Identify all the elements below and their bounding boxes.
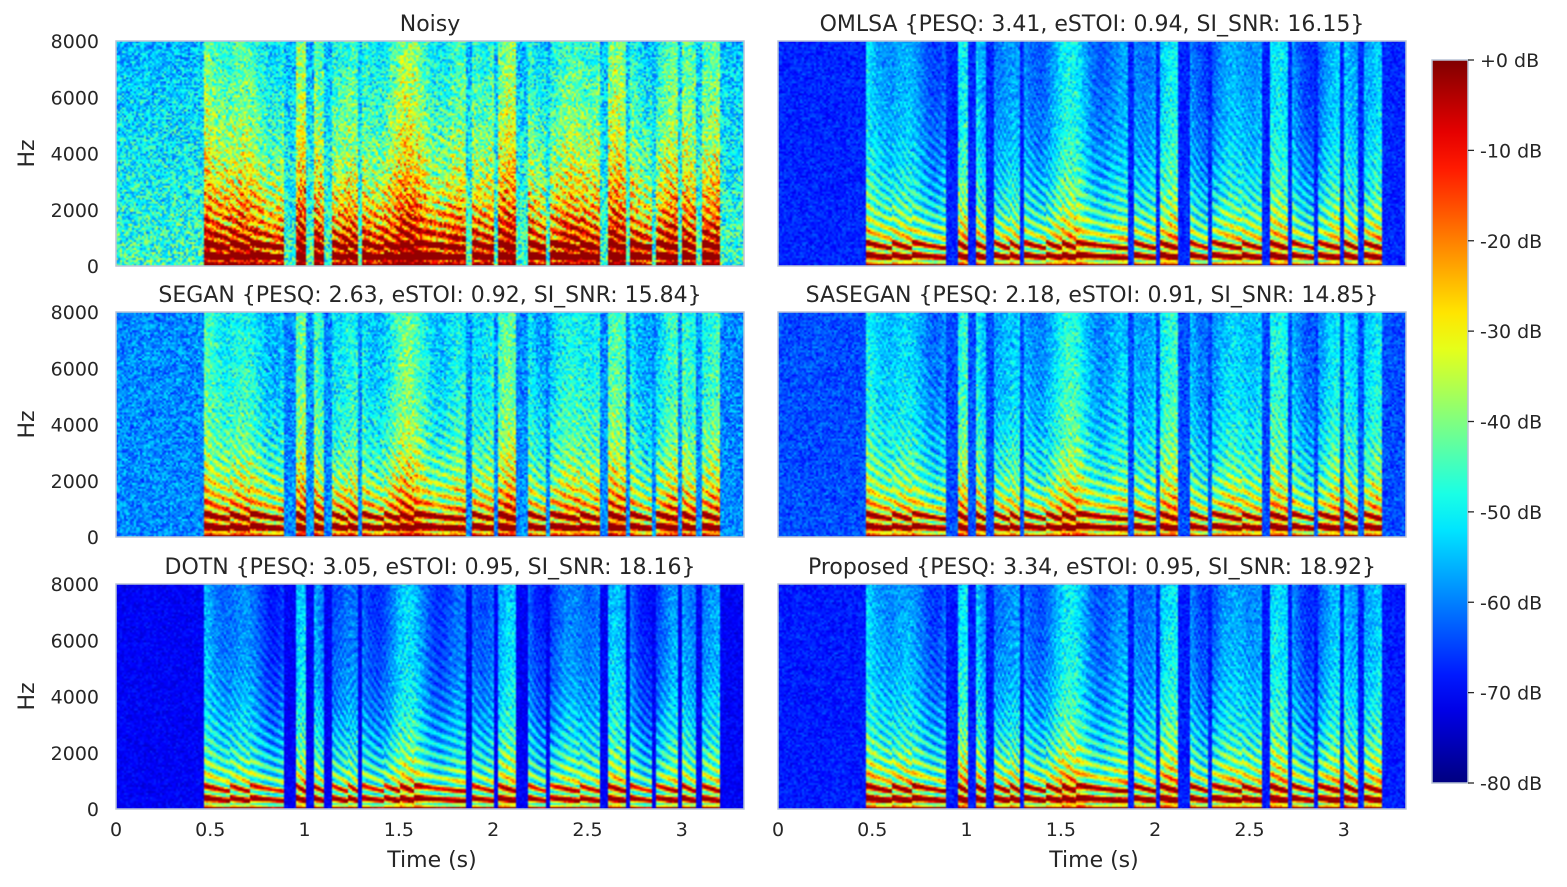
y-tick-label: 6000	[51, 87, 99, 109]
x-tick-label: 0.5	[857, 819, 887, 841]
y-tick-label: 2000	[51, 471, 99, 493]
spectrogram-panel: Proposed {PESQ: 3.34, eSTOI: 0.95, SI_SN…	[772, 555, 1407, 873]
colorbar-tick-label: -30 dB	[1480, 321, 1542, 343]
panel-frame	[777, 311, 1407, 538]
colorbar-tick-label: +0 dB	[1480, 50, 1539, 72]
spectrogram-image	[778, 584, 1406, 809]
colorbar-tick-label: -50 dB	[1480, 502, 1542, 524]
panel-title: SASEGAN {PESQ: 2.18, eSTOI: 0.91, SI_SNR…	[806, 283, 1379, 308]
spectrogram-image	[778, 312, 1406, 537]
colorbar-tick-label: -60 dB	[1480, 592, 1542, 614]
panel-frame	[777, 40, 1407, 267]
x-tick-label: 1	[961, 819, 973, 841]
panel-frame	[115, 583, 745, 810]
y-tick-label: 4000	[51, 415, 99, 437]
spectrogram-image	[116, 584, 744, 809]
panel-title: Proposed {PESQ: 3.34, eSTOI: 0.95, SI_SN…	[808, 555, 1376, 580]
y-tick-label: 8000	[51, 302, 99, 324]
x-tick-label: 0	[772, 819, 784, 841]
y-tick-label: 6000	[51, 630, 99, 652]
spectrogram-panel: DOTN {PESQ: 3.05, eSTOI: 0.95, SI_SNR: 1…	[15, 555, 745, 873]
spectrogram-panel: SEGAN {PESQ: 2.63, eSTOI: 0.92, SI_SNR: …	[15, 283, 745, 549]
y-tick-label: 2000	[51, 743, 99, 765]
y-tick-label: 8000	[51, 574, 99, 596]
x-tick-label: 2.5	[1234, 819, 1264, 841]
spectrogram-image	[116, 312, 744, 537]
panel-title: Noisy	[400, 12, 461, 37]
y-tick-label: 0	[87, 256, 99, 278]
y-axis-label: Hz	[15, 139, 40, 167]
panel-title: SEGAN {PESQ: 2.63, eSTOI: 0.92, SI_SNR: …	[158, 283, 701, 308]
colorbar-tick-label: -80 dB	[1480, 773, 1542, 795]
colorbar-tick-label: -20 dB	[1480, 231, 1542, 253]
colorbar: +0 dB -10 dB -20 dB -30 dB -40 dB -50 dB -60 d…	[1431, 50, 1542, 795]
colorbar-gradient	[1431, 59, 1469, 784]
x-tick-label: 3	[676, 819, 688, 841]
spectrogram-image	[116, 41, 744, 266]
x-axis-label: Time (s)	[386, 848, 476, 873]
x-tick-label: 0.5	[195, 819, 225, 841]
x-tick-label: 2	[487, 819, 499, 841]
panel-title: OMLSA {PESQ: 3.41, eSTOI: 0.94, SI_SNR: …	[820, 12, 1365, 37]
y-tick-label: 8000	[51, 31, 99, 53]
x-tick-label: 1.5	[384, 819, 414, 841]
panel-frame	[115, 40, 745, 267]
y-axis-label: Hz	[15, 682, 40, 710]
y-tick-label: 0	[87, 527, 99, 549]
y-axis-label: Hz	[15, 410, 40, 438]
colorbar-tick-label: -10 dB	[1480, 140, 1542, 162]
colorbar-tick-label: -70 dB	[1480, 683, 1542, 705]
spectrogram-image	[778, 41, 1406, 266]
x-tick-label: 1	[299, 819, 311, 841]
panel-frame	[777, 583, 1407, 810]
spectrogram-panel: OMLSA {PESQ: 3.41, eSTOI: 0.94, SI_SNR: …	[777, 12, 1407, 267]
x-tick-label: 3	[1338, 819, 1350, 841]
y-tick-label: 4000	[51, 687, 99, 709]
panel-frame	[115, 311, 745, 538]
x-tick-label: 2	[1149, 819, 1161, 841]
x-tick-label: 2.5	[572, 819, 602, 841]
y-tick-label: 6000	[51, 358, 99, 380]
y-tick-label: 0	[87, 799, 99, 821]
panel-title: DOTN {PESQ: 3.05, eSTOI: 0.95, SI_SNR: 1…	[165, 555, 696, 580]
x-tick-label: 1.5	[1046, 819, 1076, 841]
y-tick-label: 4000	[51, 144, 99, 166]
colorbar-tick-label: -40 dB	[1480, 412, 1542, 434]
x-tick-label: 0	[110, 819, 122, 841]
y-tick-label: 2000	[51, 200, 99, 222]
spectrogram-panel: Noisy 0 2000 4000 6000 8000 Hz	[15, 12, 745, 278]
x-axis-label: Time (s)	[1048, 848, 1138, 873]
spectrogram-panel: SASEGAN {PESQ: 2.18, eSTOI: 0.91, SI_SNR…	[777, 283, 1407, 538]
